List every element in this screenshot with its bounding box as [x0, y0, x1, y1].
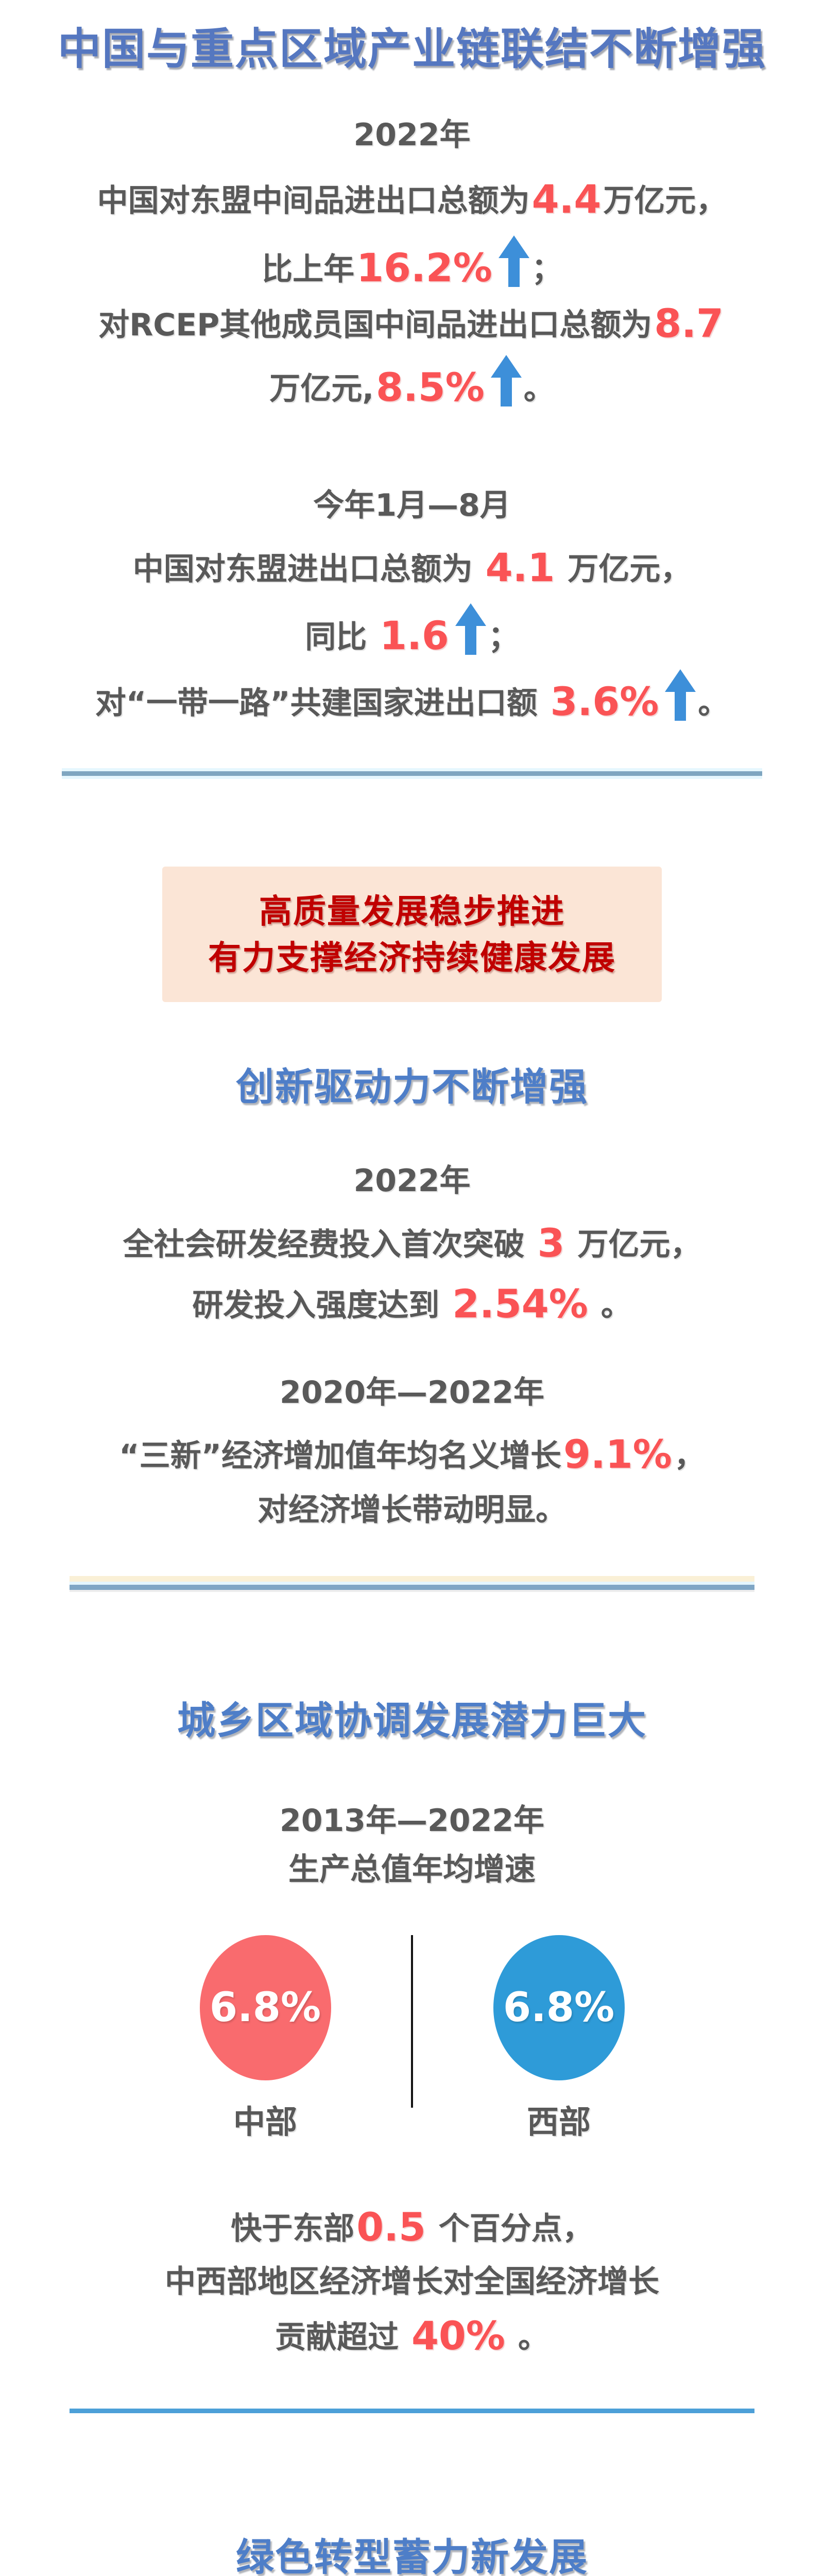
stat-number: 2.54%: [452, 1280, 588, 1327]
stat-number: 9.1%: [563, 1431, 672, 1478]
divider: [70, 1575, 754, 1592]
stat-number: 3: [537, 1220, 565, 1266]
stat-line: 全社会研发经费投入首次突破 3 万亿元，: [0, 1220, 824, 1266]
stat-number: 0.5: [356, 2204, 426, 2250]
stat-text: 全社会研发经费投入首次突破: [123, 1227, 536, 1263]
stat-text: 万亿元，: [566, 1227, 701, 1263]
stat-text: 。: [523, 370, 555, 407]
period-label: 2022年: [353, 117, 471, 153]
stat-line: 快于东部0.5 个百分点，: [0, 2204, 824, 2250]
stat-line: 对“一带一路”共建国家进出口额 3.6% 。: [0, 669, 824, 725]
stat-line: 中西部地区经济增长对全国经济增长: [165, 2264, 659, 2300]
stat-text: 同比: [305, 619, 378, 655]
stat-text: 个百分点，: [427, 2211, 593, 2247]
up-arrow-icon: [498, 235, 529, 288]
up-arrow-icon: [455, 603, 486, 656]
circle-value: 6.8%: [503, 1985, 615, 2031]
stat-text: 。: [590, 1287, 632, 1324]
stat-text: 比上年: [262, 251, 355, 288]
period-label: 2020年—2022年: [280, 1374, 544, 1411]
period-label: 今年1月—8月: [313, 487, 511, 524]
stat-text: 生产总值年均增速: [288, 1851, 536, 1888]
stat-line: 中国对东盟进出口总额为 4.1 万亿元，: [0, 545, 824, 591]
stat-text: 万亿元，: [557, 551, 692, 588]
region-growth-circles: 6.8% 中部 6.8% 西部: [0, 1935, 824, 2142]
vertical-separator: [411, 1935, 413, 2108]
stat-number: 8.5%: [376, 364, 485, 410]
stat-number: 1.6: [380, 612, 449, 658]
circle-central: 6.8% 中部: [180, 1935, 350, 2142]
circle-value: 6.8%: [209, 1985, 321, 2031]
stat-line: 对RCEP其他成员国中间品进出口总额为8.7: [0, 300, 824, 347]
section-heading-green: 绿色转型蓄力新发展: [236, 2535, 588, 2576]
banner-line: 高质量发展稳步推进: [259, 893, 565, 931]
stat-text: 万亿元,: [269, 370, 374, 407]
circle-central-badge: 6.8%: [199, 1935, 331, 2081]
period-label: 2022年: [353, 1163, 471, 1199]
stat-text: 万亿元，: [603, 182, 727, 219]
stat-number: 3.6%: [550, 678, 659, 724]
divider: [70, 2408, 754, 2413]
stat-text: 贡献超过: [275, 2319, 410, 2355]
circle-western: 6.8% 西部: [474, 1935, 644, 2142]
stat-text: 中国对东盟进出口总额为: [132, 551, 484, 588]
stat-line: 比上年16.2% ；: [0, 235, 824, 291]
stat-text: 对“一带一路”共建国家进出口额: [95, 685, 548, 721]
stat-text: ；: [488, 619, 519, 655]
section-heading-innovation: 创新驱动力不断增强: [236, 1065, 588, 1110]
up-arrow-icon: [490, 354, 522, 408]
stat-text: 中国对东盟中间品进出口总额为: [97, 182, 530, 219]
banner-line: 有力支撑经济持续健康发展: [208, 939, 616, 977]
stat-text: 。: [698, 685, 729, 721]
stat-number: 4.4: [531, 176, 602, 222]
up-arrow-icon: [665, 669, 696, 722]
highlight-banner: 高质量发展稳步推进 有力支撑经济持续健康发展: [162, 867, 662, 1003]
circle-label: 中部: [233, 2103, 297, 2141]
circle-label: 西部: [526, 2103, 591, 2141]
stat-line: 对经济增长带动明显。: [258, 1492, 566, 1529]
stat-number: 16.2%: [356, 245, 492, 291]
stat-line: 同比 1.6 ；: [0, 603, 824, 659]
stat-text: ；: [531, 251, 562, 288]
stat-line: 万亿元,8.5% 。: [0, 354, 824, 411]
stat-text: 。: [507, 2319, 549, 2355]
stat-number: 8.7: [654, 300, 724, 347]
stat-text: “三新”经济增加值年均名义增长: [119, 1438, 562, 1475]
stat-text: 对RCEP其他成员国中间品进出口总额为: [98, 307, 653, 344]
stat-text: 研发投入强度达到: [192, 1287, 451, 1324]
section-heading-regional: 城乡区域协调发展潜力巨大: [177, 1698, 647, 1743]
circle-western-badge: 6.8%: [493, 1935, 625, 2081]
stat-line: 贡献超过 40% 。: [0, 2313, 824, 2359]
stat-text: 快于东部: [231, 2211, 355, 2247]
divider: [62, 768, 762, 779]
page-title: 中国与重点区域产业链联结不断增强: [57, 24, 766, 74]
period-label: 2013年—2022年: [280, 1802, 544, 1839]
stat-line: 中国对东盟中间品进出口总额为4.4万亿元，: [0, 176, 824, 223]
stat-number: 4.1: [485, 545, 555, 591]
stat-number: 40%: [411, 2312, 505, 2359]
stat-line: “三新”经济增加值年均名义增长9.1%，: [0, 1431, 824, 1478]
stat-line: 研发投入强度达到 2.54% 。: [0, 1281, 824, 1327]
stat-text: ，: [674, 1438, 705, 1475]
